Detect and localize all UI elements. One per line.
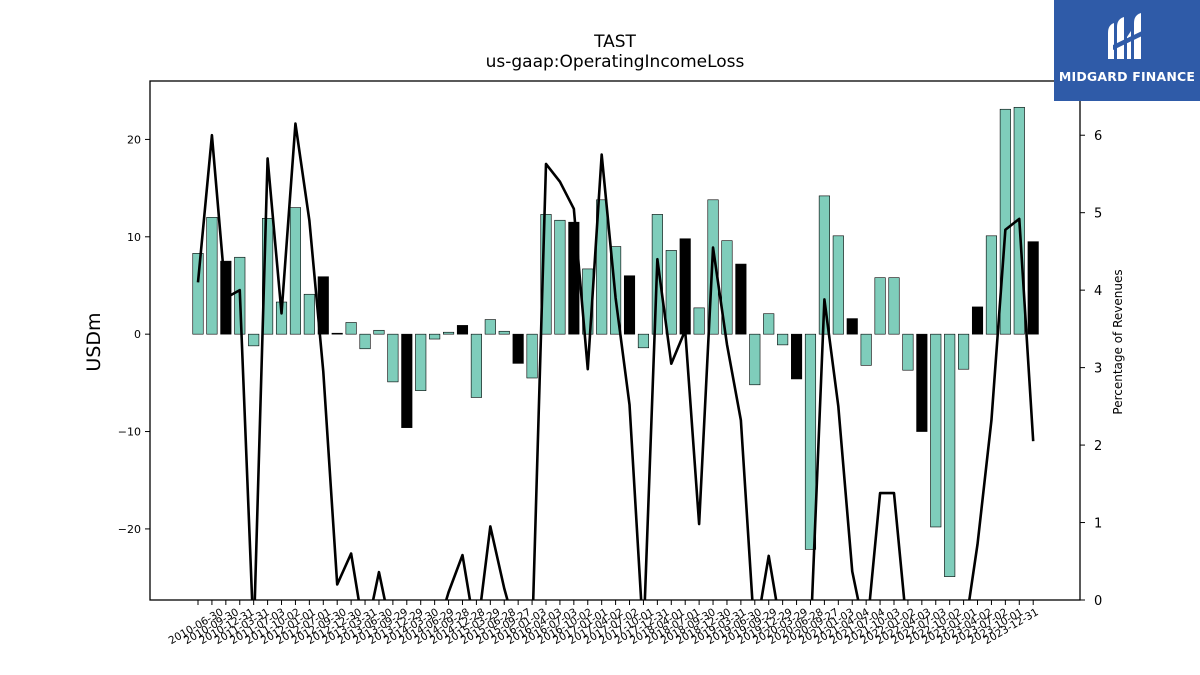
quarter-bar: [930, 333, 942, 528]
quarter-bar: [303, 293, 315, 335]
quarter-bar: [902, 333, 914, 371]
quarter-bar: [596, 199, 608, 335]
annual-bar: [971, 306, 984, 335]
quarter-bar: [540, 214, 552, 335]
quarter-bar: [944, 333, 956, 577]
quarter-bar: [721, 240, 733, 335]
midgard-finance-logo: MIDGARD FINANCE: [1054, 0, 1200, 101]
y2-tick-label: 4: [1094, 284, 1102, 299]
y-tick-label: 20: [127, 133, 141, 146]
quarter-bar: [999, 108, 1011, 335]
annual-bar: [623, 275, 636, 335]
quarter-bar: [248, 333, 260, 347]
annual-bar: [916, 333, 928, 432]
y2-tick-label: 0: [1094, 594, 1102, 609]
logo-text: MIDGARD FINANCE: [1058, 69, 1196, 84]
quarter-bar: [804, 333, 817, 550]
y-tick-label: −10: [118, 426, 141, 439]
quarter-bar: [443, 331, 455, 335]
y2-tick-label: 6: [1094, 129, 1102, 144]
quarter-bar: [470, 333, 482, 398]
percentage-line: [196, 122, 1035, 600]
y2-tick-label: 3: [1094, 362, 1102, 377]
annual-bar: [331, 332, 343, 335]
quarter-bar: [262, 218, 274, 335]
y-tick-label: 0: [134, 328, 141, 341]
quarter-bar: [860, 333, 872, 366]
quarter-bar: [693, 307, 705, 335]
chart-title: TAST: [594, 32, 636, 52]
quarter-bar: [665, 250, 677, 335]
y2-tick-label: 2: [1094, 439, 1102, 454]
quarter-bar: [818, 195, 830, 335]
chart-subtitle: us-gaap:OperatingIncomeLoss: [485, 52, 745, 72]
quarter-bar: [832, 235, 844, 335]
quarter-bar: [345, 322, 357, 335]
quarter-bar: [373, 329, 385, 335]
y-tick-label: 10: [127, 231, 141, 244]
y2-tick-label: 1: [1094, 517, 1102, 532]
quarter-bar: [206, 217, 218, 335]
y2-axis-label: Percentage of Revenues: [1111, 269, 1125, 414]
quarter-bar: [888, 277, 900, 335]
plot-frame: [149, 80, 1081, 601]
quarter-bar: [554, 219, 566, 335]
quarter-bar: [484, 319, 496, 335]
quarter-bar: [289, 207, 301, 335]
annual-bar: [735, 263, 747, 335]
annual-bar: [679, 238, 691, 335]
annual-bar: [456, 325, 469, 335]
annual-bar: [401, 333, 413, 428]
quarter-bar: [498, 330, 510, 335]
quarter-bar: [749, 333, 761, 386]
quarter-bar: [874, 277, 886, 335]
annual-bar: [512, 333, 524, 364]
quarter-bar: [429, 333, 441, 340]
quarter-bar: [985, 235, 997, 335]
y-axis-left: −20 −10 0 10 20: [118, 133, 150, 536]
annual-bar: [1027, 241, 1039, 335]
y-axis-right: 0 1 2 3 4 5 6: [1080, 129, 1102, 609]
line-layer: [196, 122, 1035, 600]
y2-tick-label: 5: [1094, 207, 1102, 222]
annual-bar: [846, 318, 858, 335]
annual-bar: [791, 333, 803, 380]
y-axis-label: USDm: [83, 312, 105, 371]
quarter-bar: [415, 333, 427, 391]
quarter-bar: [777, 333, 789, 346]
x-axis: 2010-06-302010-09-302010-12-312011-03-31…: [167, 600, 1041, 647]
quarter-bar: [526, 333, 538, 379]
quarter-bar: [958, 333, 970, 370]
quarter-bar: [763, 313, 775, 335]
y-tick-label: −20: [118, 523, 141, 536]
quarter-bar: [192, 253, 204, 335]
quarter-bar: [359, 333, 371, 350]
quarter-bar: [637, 333, 649, 349]
midgard-m-logo-icon: [1108, 13, 1142, 59]
quarter-bar: [387, 333, 399, 383]
